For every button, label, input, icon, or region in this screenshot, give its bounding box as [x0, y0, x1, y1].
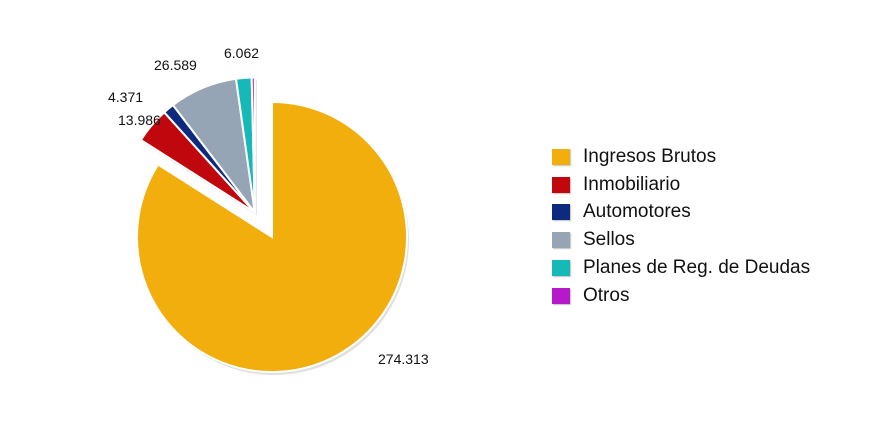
- legend-label-inmobiliario: Inmobiliario: [583, 173, 681, 195]
- legend-item-otros[interactable]: Otros: [552, 282, 810, 310]
- legend-swatch-automotores: [552, 204, 570, 221]
- legend-item-sellos[interactable]: Sellos: [552, 226, 810, 254]
- legend-item-automotores[interactable]: Automotores: [552, 199, 810, 227]
- data-label-planes-de-reg-de-deudas: 6.062: [224, 45, 259, 61]
- legend-item-ingresos-brutos[interactable]: Ingresos Brutos: [552, 143, 810, 171]
- legend-label-ingresos-brutos: Ingresos Brutos: [583, 145, 717, 167]
- data-label-inmobiliario: 13.986: [118, 112, 161, 128]
- legend-label-otros: Otros: [583, 284, 630, 306]
- legend: Ingresos Brutos Inmobiliario Automotores…: [552, 143, 810, 310]
- legend-item-planes-de-reg-de-deudas[interactable]: Planes de Reg. de Deudas: [552, 254, 810, 282]
- data-label-automotores: 4.371: [108, 89, 143, 105]
- pie-slice-otros[interactable]: [250, 76, 256, 213]
- legend-label-planes-de-reg-de-deudas: Planes de Reg. de Deudas: [583, 257, 811, 279]
- data-label-ingresos-brutos: 274.313: [378, 351, 429, 367]
- legend-item-inmobiliario[interactable]: Inmobiliario: [552, 171, 810, 199]
- legend-label-automotores: Automotores: [583, 201, 691, 223]
- legend-swatch-otros: [552, 287, 570, 304]
- legend-swatch-inmobiliario: [552, 176, 570, 193]
- pie-slice-ingresos-brutos[interactable]: [136, 100, 408, 373]
- legend-swatch-sellos: [552, 232, 570, 249]
- legend-swatch-ingresos-brutos: [552, 148, 570, 165]
- legend-swatch-planes-de-reg-de-deudas: [552, 260, 570, 277]
- legend-label-sellos: Sellos: [583, 229, 635, 251]
- data-label-sellos: 26.589: [154, 57, 197, 73]
